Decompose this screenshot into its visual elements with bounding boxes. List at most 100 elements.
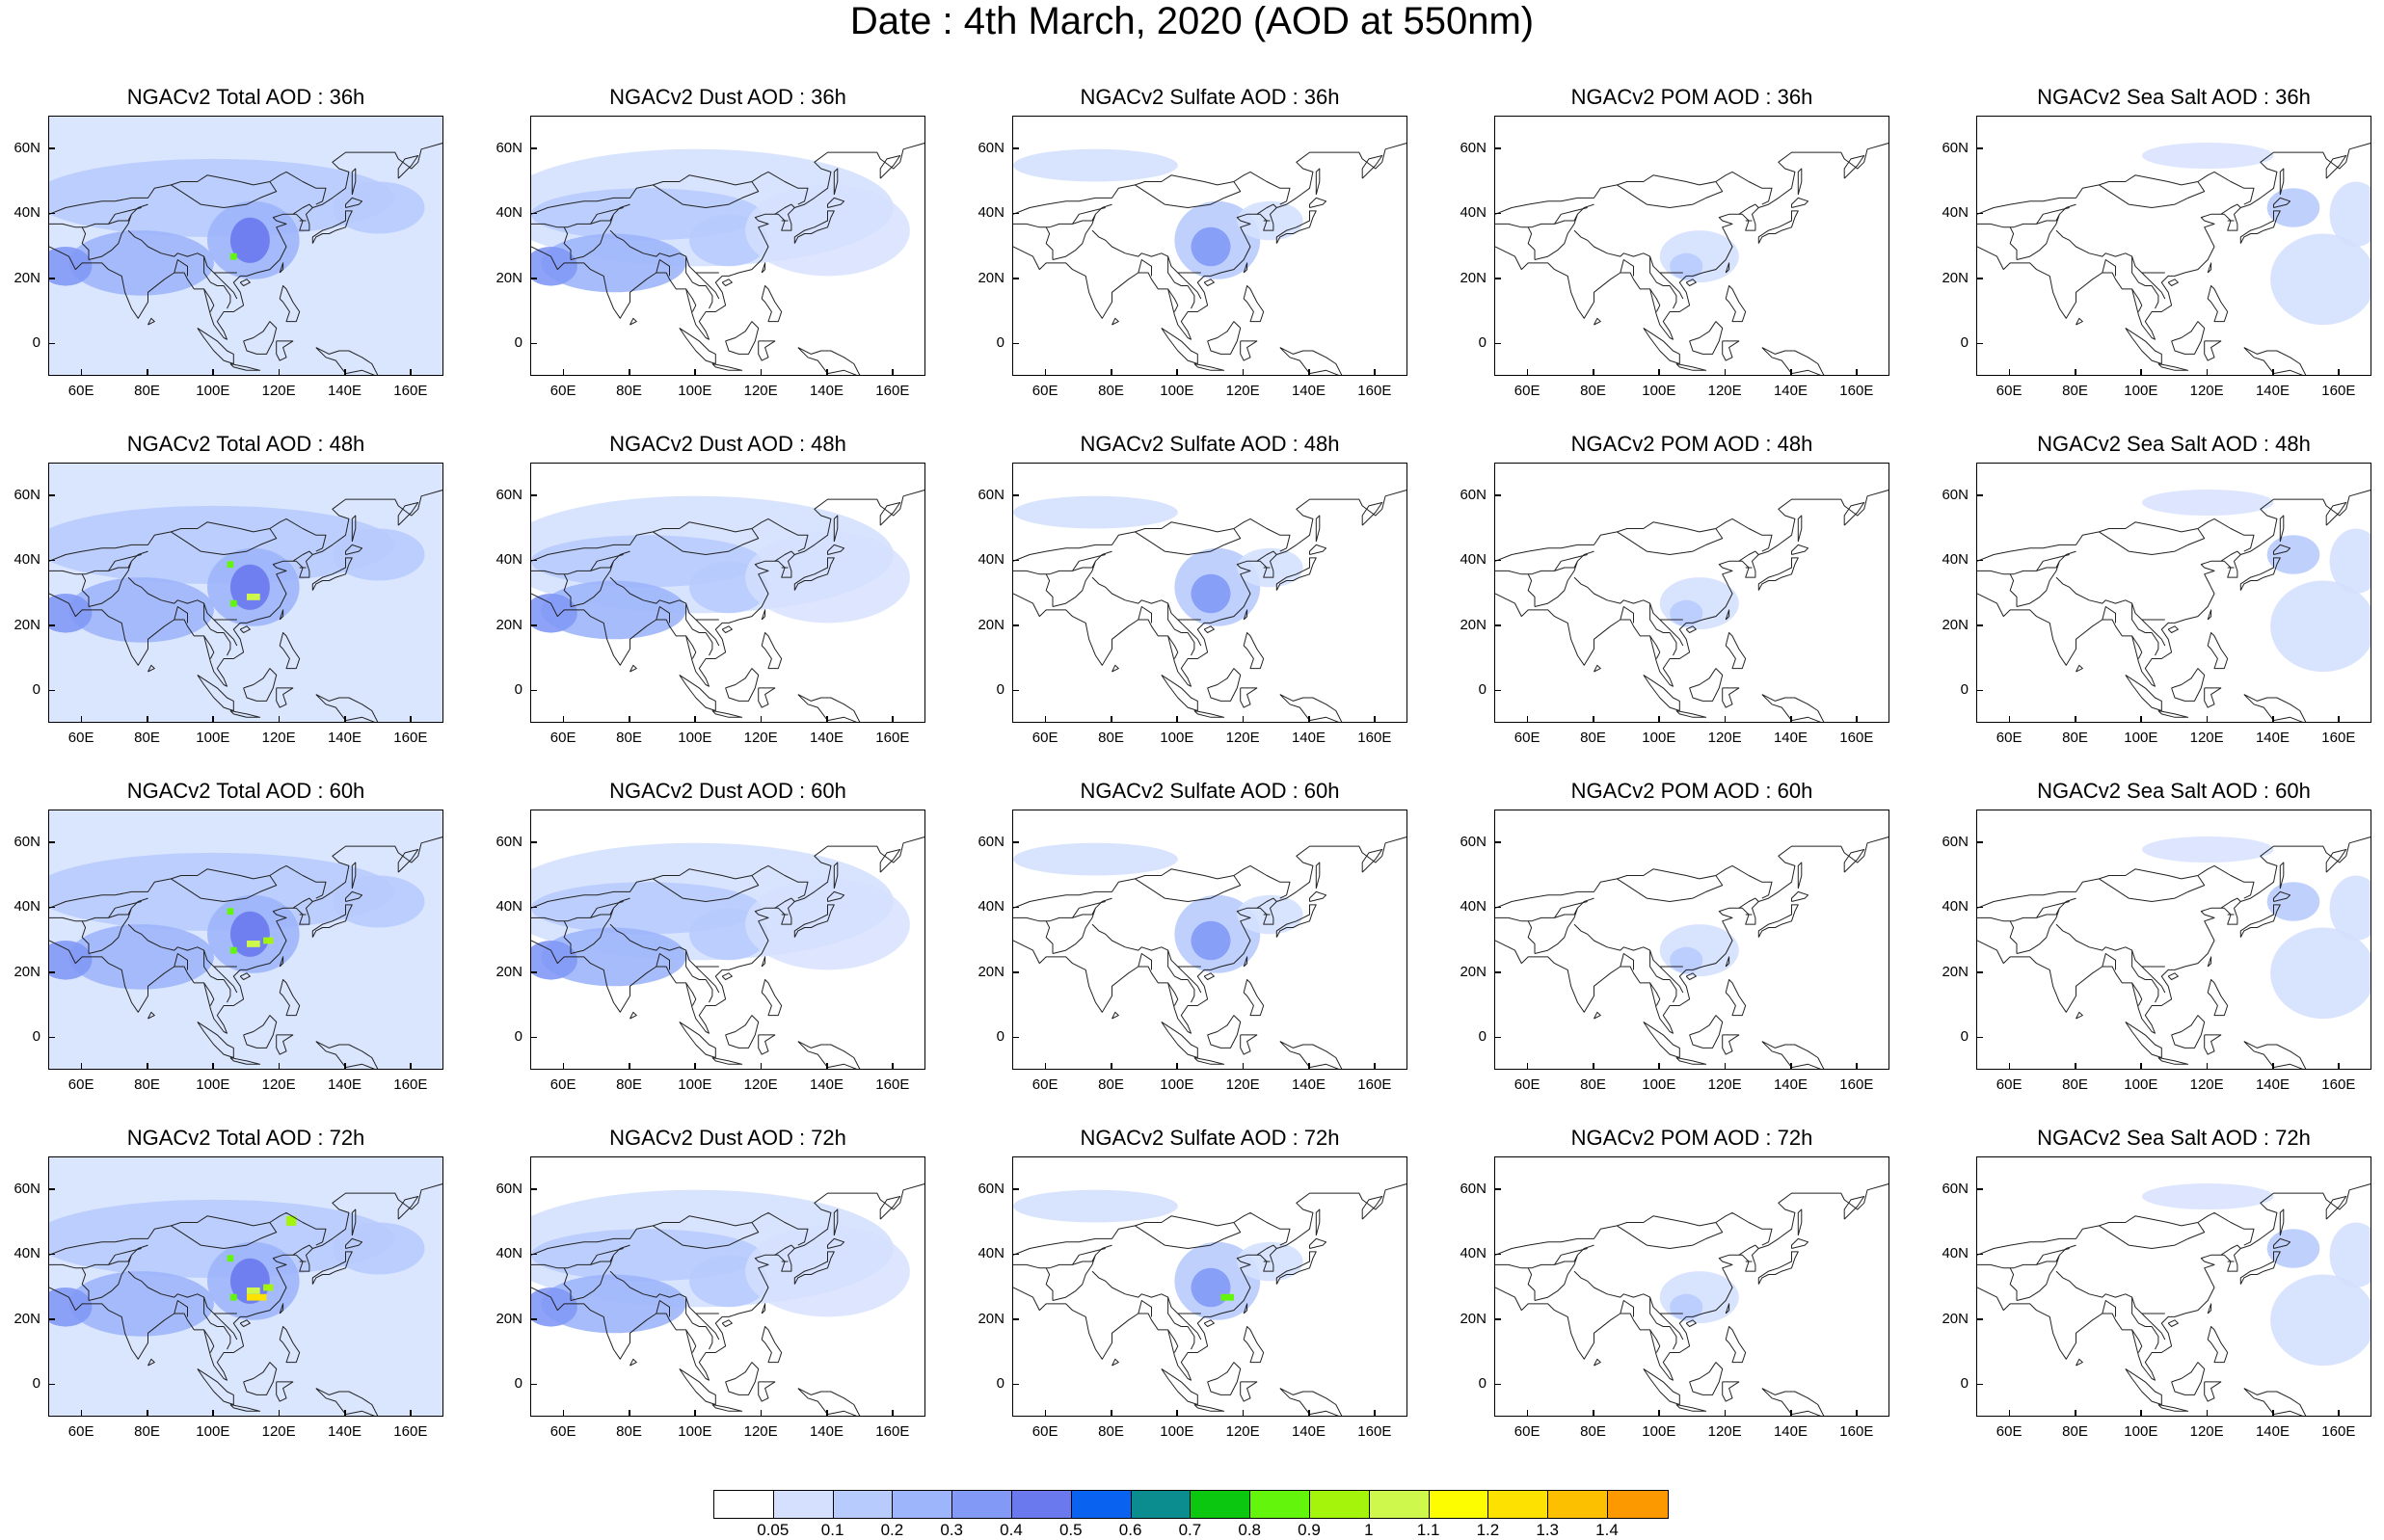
lon-tick	[1111, 1063, 1112, 1070]
lon-tick	[1044, 716, 1047, 723]
lon-tick	[344, 1410, 346, 1417]
map-frame	[1976, 463, 2371, 723]
lon-tick-label: 140E	[1773, 730, 1808, 746]
lon-tick	[1790, 1063, 1792, 1070]
lon-tick-label: 100E	[2124, 383, 2158, 399]
lon-tick-label: 160E	[1839, 1076, 1874, 1093]
lon-tick	[344, 369, 346, 376]
lon-tick-label: 160E	[393, 730, 428, 746]
lon-tick-label: 60E	[1031, 1423, 1058, 1440]
lon-tick-label: 140E	[2255, 383, 2290, 399]
colorbar-label: 0.5	[1058, 1521, 1083, 1539]
aod-dust-east	[745, 1225, 910, 1317]
lon-tick	[278, 1410, 281, 1417]
lon-tick-label: 140E	[1291, 730, 1326, 746]
aod-sulfate-north	[1013, 148, 1178, 182]
lon-tick	[760, 369, 763, 376]
map-panel: NGACv2 Sulfate AOD : 36h 60N 40N 20N 0 60E 80E…	[978, 85, 1407, 409]
colorbar-label: 0.8	[1238, 1521, 1261, 1539]
map-canvas	[1495, 836, 1888, 1069]
lon-tick-label: 100E	[678, 383, 712, 399]
lat-tick	[1494, 147, 1501, 149]
lon-tick	[212, 1410, 214, 1417]
lon-tick	[1658, 716, 1660, 723]
aod-hotspot	[1220, 1293, 1234, 1301]
lon-tick-label: 160E	[2321, 1076, 2356, 1093]
map-frame	[1494, 116, 1889, 376]
map-canvas	[531, 143, 924, 375]
colorbar-label: 1.4	[1595, 1521, 1619, 1539]
aod-pom-core	[1670, 1293, 1703, 1320]
lat-tick-label: 20N	[978, 963, 1004, 980]
map-canvas	[531, 836, 924, 1069]
lat-tick	[1976, 559, 1983, 562]
map-frame	[48, 810, 443, 1070]
panel-title: NGACv2 Total AOD : 72h	[126, 1126, 365, 1150]
lon-tick-label: 60E	[1031, 1076, 1058, 1093]
lat-tick-label: 40N	[1942, 551, 1969, 569]
lat-tick	[1012, 1253, 1019, 1256]
lon-tick-label: 120E	[261, 383, 296, 399]
lon-tick-label: 120E	[1707, 383, 1742, 399]
map-frame	[1494, 463, 1889, 723]
map-canvas	[1977, 143, 2371, 375]
aod-pom-core	[1670, 599, 1703, 626]
lat-tick	[1494, 1253, 1501, 1256]
lon-tick-label: 80E	[2062, 383, 2088, 399]
lon-tick	[2272, 1410, 2274, 1417]
aod-pacific	[332, 181, 425, 234]
lon-tick-label: 80E	[1098, 1076, 1124, 1093]
lat-tick-label: 60N	[1942, 486, 1969, 503]
aod-seasalt-north	[2141, 1183, 2274, 1209]
lon-tick	[760, 716, 763, 723]
lat-tick-label: 0	[32, 1028, 40, 1046]
lon-tick	[1856, 1063, 1858, 1070]
lon-tick	[1856, 369, 1858, 376]
lat-tick-label: 60N	[1460, 833, 1487, 850]
map-frame	[1012, 1156, 1407, 1417]
lat-tick-label: 60N	[13, 1180, 40, 1197]
aod-hotspot	[229, 1293, 237, 1301]
lon-tick-label: 100E	[678, 1423, 712, 1440]
map-canvas	[49, 1157, 442, 1416]
map-frame	[1494, 1156, 1889, 1417]
aod-band-north	[49, 1199, 395, 1278]
map-panel: NGACv2 POM AOD : 48h 60N 40N 20N 0 60E 80E 100E…	[1460, 432, 1889, 756]
aod-sulfate-north	[1013, 842, 1178, 876]
lon-tick-label: 120E	[1225, 1423, 1260, 1440]
lat-tick	[530, 906, 537, 909]
lon-tick	[147, 716, 148, 723]
lat-tick-label: 40N	[13, 551, 40, 569]
lon-tick	[1790, 716, 1792, 723]
lon-tick	[2140, 1410, 2142, 1417]
lon-tick	[80, 1063, 83, 1070]
lon-tick-label: 80E	[1580, 383, 1606, 399]
lon-tick	[278, 716, 281, 723]
lat-tick-label: 0	[996, 1028, 1004, 1046]
lon-tick-label: 120E	[261, 730, 296, 746]
aod-sulfate-core	[1191, 920, 1231, 961]
lon-tick	[892, 716, 894, 723]
aod-seasalt-pacific	[2270, 233, 2371, 326]
colorbar-label: 1.1	[1416, 1521, 1440, 1539]
colorbar-label: 0.7	[1178, 1521, 1202, 1539]
lat-tick	[48, 212, 55, 215]
lon-tick	[1176, 716, 1178, 723]
lon-tick	[1111, 369, 1112, 376]
lat-tick	[1012, 1036, 1019, 1039]
map-panel: NGACv2 Dust AOD : 48h 60N 40N 20N 0 60E 80E 100…	[496, 432, 925, 756]
lat-tick	[1012, 841, 1019, 843]
lon-tick	[2140, 369, 2142, 376]
lon-tick-label: 60E	[1031, 730, 1058, 746]
map-canvas	[1013, 1183, 1406, 1416]
lat-tick	[530, 1253, 537, 1256]
lon-tick	[1176, 1063, 1178, 1070]
aod-band-north	[49, 505, 395, 584]
lon-tick	[562, 1063, 565, 1070]
lon-tick-label: 160E	[1357, 383, 1392, 399]
lon-tick-label: 140E	[1291, 383, 1326, 399]
lon-tick	[1308, 369, 1310, 376]
aod-pacific	[332, 875, 425, 928]
map-panel: NGACv2 Dust AOD : 60h 60N 40N 20N 0 60E 80E 100…	[496, 779, 925, 1102]
map-panel: NGACv2 POM AOD : 72h 60N 40N 20N 0 60E 80E 100E…	[1460, 1126, 1889, 1449]
